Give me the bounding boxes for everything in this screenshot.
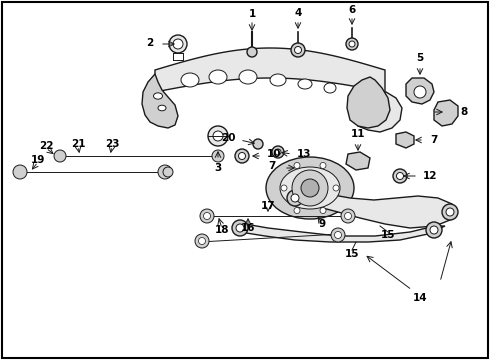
Polygon shape [346,152,370,170]
Circle shape [430,226,438,234]
Polygon shape [358,92,402,132]
Circle shape [344,212,351,220]
Polygon shape [434,100,458,126]
Text: 10: 10 [267,149,281,159]
Circle shape [426,222,442,238]
Circle shape [320,162,326,168]
Circle shape [169,35,187,53]
Circle shape [341,209,355,223]
Text: 7: 7 [269,161,276,171]
Text: 4: 4 [294,8,302,18]
Circle shape [173,39,183,49]
Ellipse shape [266,157,354,219]
Text: 23: 23 [105,139,119,149]
Polygon shape [240,224,445,242]
Text: 11: 11 [351,129,365,139]
Text: 2: 2 [147,38,154,48]
Ellipse shape [153,93,163,99]
Circle shape [200,209,214,223]
Circle shape [232,220,248,236]
Circle shape [349,41,355,47]
Text: 18: 18 [215,225,229,235]
Text: 21: 21 [71,139,85,149]
Circle shape [281,185,287,191]
Circle shape [446,208,454,216]
Text: 7: 7 [430,135,438,145]
Ellipse shape [209,70,227,84]
Circle shape [414,86,426,98]
Circle shape [213,131,223,141]
Ellipse shape [298,79,312,89]
Text: 15: 15 [345,249,359,259]
Circle shape [346,38,358,50]
Circle shape [203,212,211,220]
Text: 19: 19 [31,155,45,165]
Text: 6: 6 [348,5,356,15]
Circle shape [294,207,300,213]
Text: 15: 15 [381,230,395,240]
Text: 12: 12 [423,171,437,181]
Polygon shape [396,132,414,148]
Circle shape [396,172,403,180]
Circle shape [275,149,281,155]
Circle shape [294,46,301,54]
Circle shape [291,43,305,57]
Text: 13: 13 [297,149,311,159]
Text: 14: 14 [413,293,427,303]
Circle shape [292,170,328,206]
Circle shape [13,165,27,179]
Circle shape [239,153,245,159]
Polygon shape [142,74,178,128]
Circle shape [247,47,257,57]
Circle shape [236,224,244,232]
Circle shape [291,194,299,202]
Ellipse shape [324,83,336,93]
Text: 22: 22 [39,141,53,151]
Circle shape [272,146,284,158]
Circle shape [163,167,173,177]
Text: 5: 5 [416,53,424,63]
Text: 20: 20 [221,133,235,143]
Text: 17: 17 [261,201,275,211]
Circle shape [333,185,339,191]
Text: 9: 9 [318,219,325,229]
Circle shape [195,234,209,248]
Circle shape [198,238,205,244]
Circle shape [335,231,342,239]
Circle shape [235,149,249,163]
Ellipse shape [181,73,199,87]
Circle shape [212,150,224,162]
Circle shape [54,150,66,162]
Circle shape [294,162,300,168]
Circle shape [287,190,303,206]
Text: 16: 16 [241,223,255,233]
Polygon shape [347,77,390,128]
Ellipse shape [158,105,166,111]
Ellipse shape [239,70,257,84]
Circle shape [442,204,458,220]
Text: 1: 1 [248,9,256,19]
Polygon shape [406,78,434,104]
Ellipse shape [280,167,340,209]
Circle shape [158,165,172,179]
Circle shape [208,126,228,146]
Circle shape [253,139,263,149]
Circle shape [320,207,326,213]
Text: 3: 3 [215,163,221,173]
Text: 8: 8 [461,107,467,117]
Circle shape [301,179,319,197]
Circle shape [331,228,345,242]
Circle shape [393,169,407,183]
Ellipse shape [270,74,286,86]
Polygon shape [155,48,385,92]
Polygon shape [295,190,456,228]
Polygon shape [296,160,322,178]
